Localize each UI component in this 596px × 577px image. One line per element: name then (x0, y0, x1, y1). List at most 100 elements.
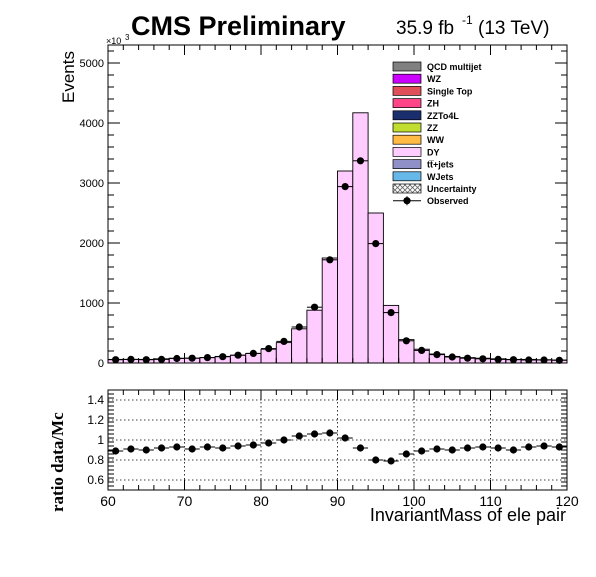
y-tick-label: 5000 (80, 58, 104, 70)
dy-bar (275, 342, 293, 364)
observed-point (383, 309, 399, 317)
ratio-point (306, 430, 323, 438)
observed-point (306, 303, 323, 311)
legend-entry: QCD multijet (392, 61, 482, 72)
observed-point (215, 353, 231, 361)
x-tick-label: 110 (479, 493, 502, 509)
legend-entry: Single Top (392, 86, 473, 96)
legend-entry: WW (392, 134, 444, 145)
y-tick-label: 1000 (80, 298, 104, 310)
y-tick-label: 4000 (80, 118, 104, 130)
legend-entry: tt̅+jets (392, 159, 454, 170)
ratio-point (444, 446, 460, 454)
legend-entry: Uncertainty (392, 183, 477, 194)
legend-label: Single Top (427, 86, 473, 96)
legend-entry: DY (392, 147, 440, 157)
lumi-value: 35.9 fb (396, 18, 454, 39)
ratio-point (123, 445, 139, 453)
ratio-point (383, 457, 399, 465)
dy-bar (337, 170, 354, 364)
main-plot: 0 1000 2000 3000 4000 5000 Events ×10 3 QCD m… (59, 33, 568, 370)
observed-point (199, 354, 216, 362)
ratio-plot: 0.6 0.8 1 1.2 1.4 60 70 80 90 100 110 120 ratio da… (48, 389, 579, 525)
ratio-y-tick-label: 1.4 (87, 393, 104, 407)
ratio-point (138, 446, 154, 454)
y-multiplier-base: ×10 (106, 36, 121, 46)
ratio-point (398, 450, 414, 458)
observed-point (276, 337, 292, 345)
x-tick-label: 60 (100, 493, 116, 509)
observed-point (490, 355, 506, 363)
dy-bar (321, 257, 338, 364)
observed-point (261, 345, 277, 353)
observed-point (521, 356, 537, 364)
ratio-point (475, 443, 491, 451)
ratio-point (169, 443, 185, 451)
y-tick-label: 2000 (80, 238, 104, 250)
ratio-point (291, 432, 307, 440)
observed-point (352, 157, 369, 165)
observed-point (368, 240, 384, 248)
y-tick-label: 0 (98, 358, 104, 370)
ratio-point (230, 442, 246, 450)
observed-point (337, 183, 353, 191)
ratio-point (368, 456, 384, 464)
observed-point (138, 356, 154, 364)
observed-point (322, 256, 338, 264)
observed-point (398, 337, 414, 345)
ratio-y-tick-label: 1 (97, 433, 104, 447)
ratio-point (490, 444, 506, 452)
ratio-point (215, 444, 231, 452)
observed-point (536, 356, 552, 364)
y-multiplier-exponent: 3 (125, 33, 130, 42)
legend-entry: ZH (392, 98, 439, 109)
x-tick-label: 120 (555, 493, 579, 509)
ratio-point (551, 443, 567, 451)
ratio-point (153, 444, 170, 452)
x-tick-label: 80 (253, 493, 269, 509)
legend-label: WJets (427, 172, 454, 182)
ratio-point (429, 445, 445, 453)
ratio-point (322, 429, 338, 437)
legend-entry: ZZ (392, 122, 438, 133)
observed-point (108, 356, 124, 364)
ratio-point (261, 439, 277, 447)
observed-point (414, 346, 430, 354)
x-tick-label: 90 (330, 493, 346, 509)
dy-bar (291, 328, 308, 364)
x-tick-label: 100 (402, 493, 426, 509)
dy-bar (352, 112, 369, 364)
ratio-point (414, 447, 430, 455)
ratio-point (199, 443, 216, 451)
legend-label: DY (427, 147, 440, 157)
ratio-point (276, 436, 292, 444)
ratio-y-axis-label: ratio data/Mc (48, 412, 67, 512)
ratio-point (521, 443, 537, 451)
observed-point (169, 354, 185, 363)
legend-label: ZH (427, 99, 439, 109)
ratio-point (337, 434, 353, 442)
observed-point (153, 355, 170, 363)
legend-entry: WJets (392, 171, 454, 182)
ratio-y-tick-label: 0.8 (87, 453, 104, 467)
legend-label: QCD multijet (427, 62, 482, 72)
ratio-y-tick-label: 1.2 (87, 413, 104, 427)
legend-entry: WZ (392, 73, 441, 84)
ratio-y-tick-label: 0.6 (87, 473, 104, 487)
observed-point (429, 351, 445, 359)
y-tick-label: 3000 (80, 178, 104, 190)
observed-point (505, 356, 522, 364)
dy-bar (367, 212, 384, 364)
ratio-point (352, 444, 369, 452)
legend-label: ZZTo4L (427, 111, 459, 121)
legend: QCD multijet WZ Single Top ZH ZZTo4L ZZ WW DY tt… (392, 61, 482, 206)
ratio-point (536, 442, 552, 450)
y-multiplier: ×10 3 (106, 33, 130, 46)
observed-point (245, 349, 261, 357)
observed-point (459, 354, 476, 362)
observed-point (291, 323, 307, 331)
legend-entry: Observed (393, 196, 469, 206)
experiment-label: CMS Preliminary (131, 11, 346, 41)
legend-label: ZZ (427, 123, 438, 133)
